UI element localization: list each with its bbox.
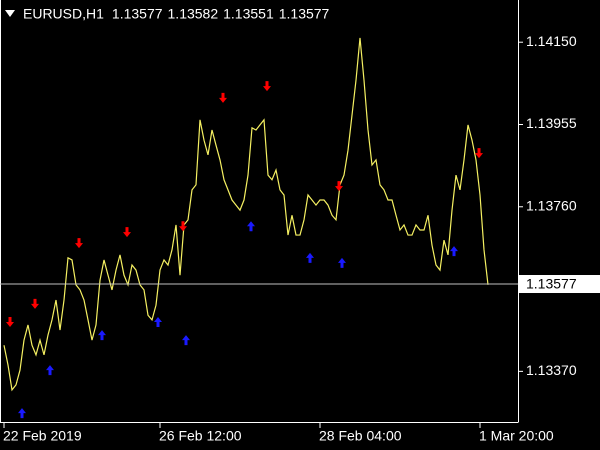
y-tick-label: 1.14150 <box>526 33 577 49</box>
sell-arrow <box>335 181 343 192</box>
sell-arrow <box>219 92 227 103</box>
buy-arrow <box>98 330 106 341</box>
buy-arrow <box>306 252 314 263</box>
buy-arrow <box>18 408 26 419</box>
buy-arrow <box>338 257 346 268</box>
ohlc-value: 1.13582 <box>168 6 219 22</box>
ohlc-value: 1.13577 <box>112 6 163 22</box>
sell-arrow <box>263 81 271 92</box>
sell-arrow <box>179 221 187 232</box>
y-tick-label: 1.13760 <box>526 197 577 213</box>
ohlc-value: 1.13577 <box>279 6 330 22</box>
sell-arrow <box>475 148 483 159</box>
x-tick-label: 22 Feb 2019 <box>3 428 82 444</box>
buy-arrow <box>182 335 190 346</box>
x-tick-label: 1 Mar 20:00 <box>479 428 554 444</box>
current-price-box <box>519 275 600 294</box>
chart-title: EURUSD,H1 <box>23 6 104 22</box>
menu-triangle[interactable] <box>5 10 15 17</box>
sell-arrow <box>31 298 39 309</box>
buy-arrow <box>247 221 255 232</box>
buy-arrow <box>154 316 162 327</box>
y-tick-label: 1.13955 <box>526 115 577 131</box>
price-line <box>3 37 489 392</box>
sell-arrow <box>75 238 83 249</box>
sell-arrow <box>6 316 14 327</box>
y-tick-label: 1.13370 <box>526 362 577 378</box>
ohlc-value: 1.13551 <box>223 6 274 22</box>
sell-arrow <box>123 227 131 238</box>
buy-arrow <box>46 365 54 376</box>
current-price-label: 1.13577 <box>526 276 577 292</box>
buy-arrow <box>450 246 458 257</box>
x-tick-label: 26 Feb 12:00 <box>159 428 242 444</box>
x-tick-label: 28 Feb 04:00 <box>319 428 402 444</box>
